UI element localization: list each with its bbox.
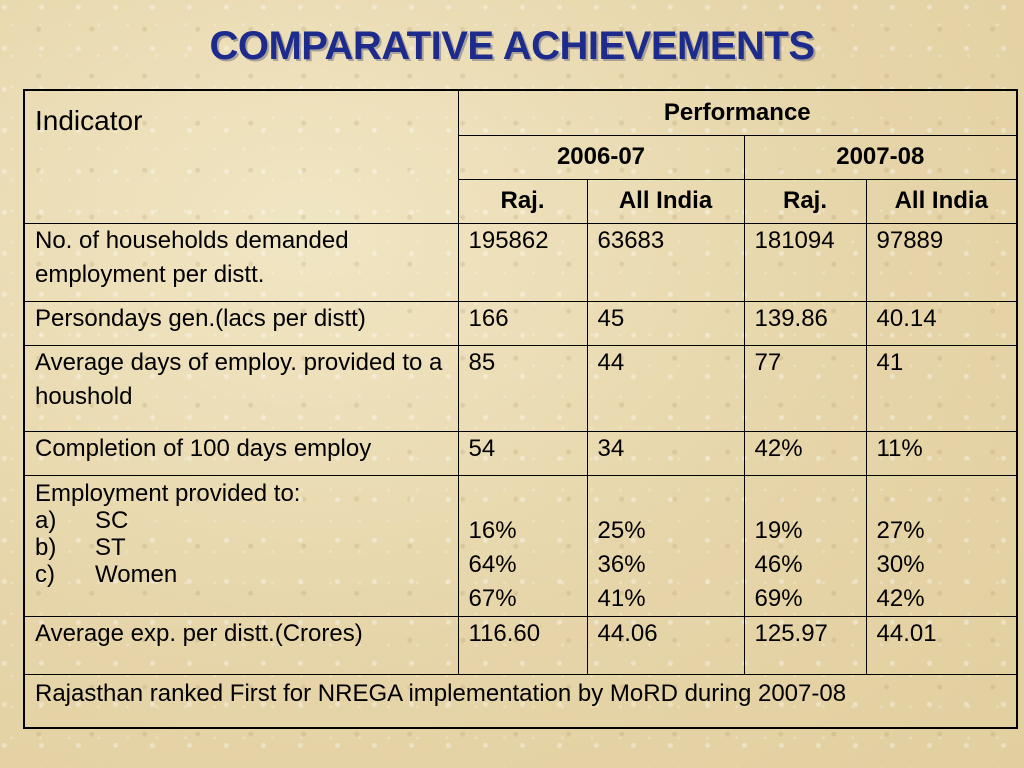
cell-value: 25%	[597, 516, 646, 544]
table-cell: 27% 30% 42%	[865, 474, 1018, 617]
cell-value: 42%	[876, 584, 925, 612]
indicator-header: Indicator	[23, 89, 459, 224]
table-cell: 181094	[743, 222, 867, 302]
employment-label: Employment provided to:	[35, 479, 301, 507]
employment-item: a) SC	[35, 507, 458, 534]
cell-value: 36%	[597, 550, 646, 578]
cell-value: 46%	[754, 550, 803, 578]
table-row: Average exp. per distt.(Crores) 116.60 4…	[23, 615, 1018, 675]
cell-value: 19%	[754, 516, 803, 544]
table-cell: 44.01	[865, 615, 1018, 675]
table-row: Average days of employ. provided to a ho…	[23, 344, 1018, 432]
table-cell: 139.86	[743, 300, 867, 346]
table-row: Completion of 100 days employ 54 34 42% …	[23, 430, 1018, 476]
year-header: 2006-07	[457, 134, 745, 180]
table-cell: 116.60	[457, 615, 588, 675]
column-header: All India	[865, 178, 1018, 224]
table-cell: 44.06	[586, 615, 745, 675]
table-cell: 25% 36% 41%	[586, 474, 745, 617]
table-cell: 19% 46% 69%	[743, 474, 867, 617]
column-header: All India	[586, 178, 745, 224]
column-header: Raj.	[743, 178, 867, 224]
item-name: ST	[95, 533, 126, 561]
footer-note: Rajasthan ranked First for NREGA impleme…	[23, 673, 1018, 729]
table-cell: 11%	[865, 430, 1018, 476]
cell-value: 67%	[468, 584, 517, 612]
column-header: Raj.	[457, 178, 588, 224]
table-cell: 195862	[457, 222, 588, 302]
item-marker: a)	[35, 506, 57, 534]
table-cell: 42%	[743, 430, 867, 476]
slide-title: COMPARATIVE ACHIEVEMENTS	[209, 24, 815, 68]
table-cell: 41	[865, 344, 1018, 432]
employment-item: b) ST	[35, 534, 458, 561]
table-cell: 166	[457, 300, 588, 346]
cell-value: 30%	[876, 550, 925, 578]
cell-value: 69%	[754, 584, 803, 612]
table-cell: 77	[743, 344, 867, 432]
employment-item: c) Women	[35, 561, 458, 588]
row-label: Average days of employ. provided to a ho…	[23, 344, 459, 432]
table-cell: 45	[586, 300, 745, 346]
table-cell: 34	[586, 430, 745, 476]
row-label: Average exp. per distt.(Crores)	[23, 615, 459, 675]
item-name: Women	[95, 560, 178, 588]
item-name: SC	[95, 506, 129, 534]
table-row: Persondays gen.(lacs per distt) 166 45 1…	[23, 300, 1018, 346]
table-row: No. of households demanded employment pe…	[23, 222, 1018, 302]
cell-value: 64%	[468, 550, 517, 578]
item-marker: b)	[35, 533, 57, 561]
year-header: 2007-08	[743, 134, 1018, 180]
table-cell: 125.97	[743, 615, 867, 675]
table-cell: 44	[586, 344, 745, 432]
achievements-table: Indicator Performance 2006-07 2007-08 Ra…	[23, 89, 1019, 729]
table-cell: 16% 64% 67%	[457, 474, 588, 617]
row-label: Completion of 100 days employ	[23, 430, 459, 476]
cell-value: 27%	[876, 516, 925, 544]
table-cell: 54	[457, 430, 588, 476]
cell-value: 41%	[597, 584, 646, 612]
table-cell: 85	[457, 344, 588, 432]
table-cell: 40.14	[865, 300, 1018, 346]
table-cell: 63683	[586, 222, 745, 302]
table-row-note: Rajasthan ranked First for NREGA impleme…	[23, 673, 1018, 729]
performance-header: Performance	[457, 89, 1018, 136]
table-row-employment: Employment provided to: a) SC b) ST c) Wome…	[23, 474, 1018, 617]
item-marker: c)	[35, 560, 55, 588]
cell-value: 16%	[468, 516, 517, 544]
row-label: No. of households demanded employment pe…	[23, 222, 459, 302]
row-label: Persondays gen.(lacs per distt)	[23, 300, 459, 346]
employment-label-cell: Employment provided to: a) SC b) ST c) Wome…	[23, 474, 459, 617]
table-cell: 97889	[865, 222, 1018, 302]
